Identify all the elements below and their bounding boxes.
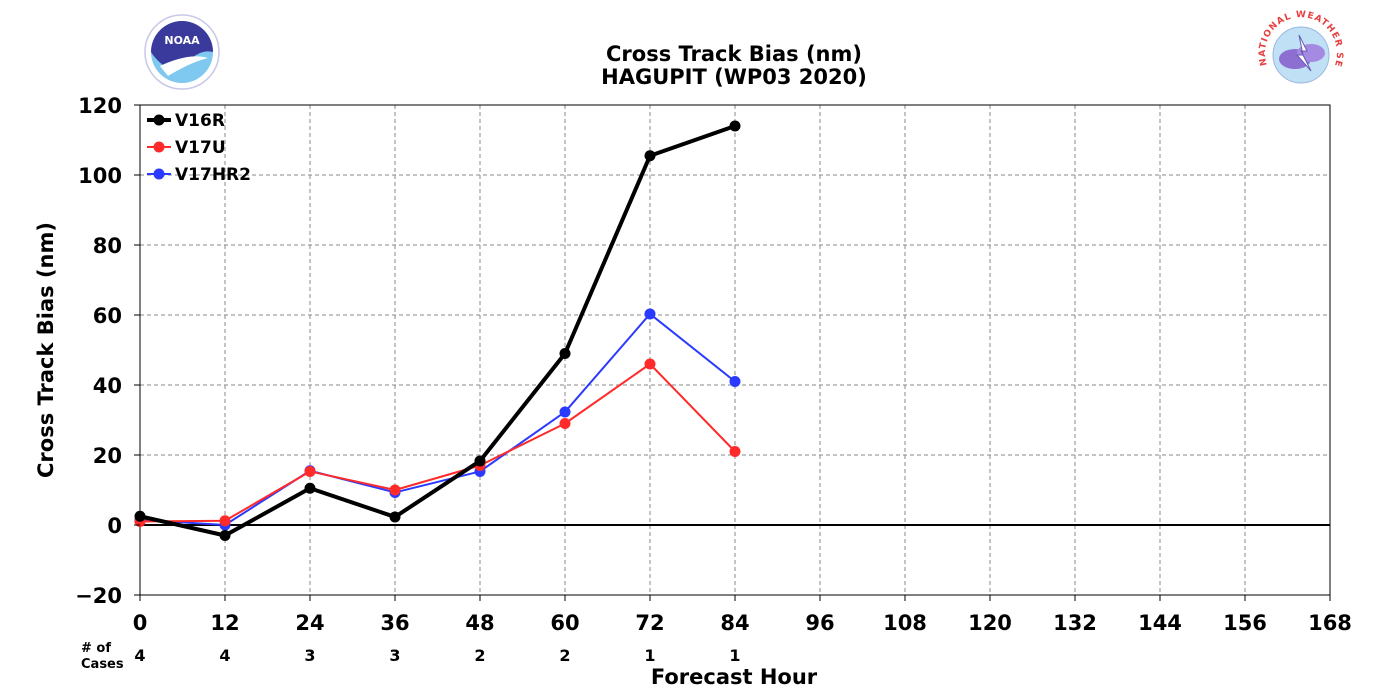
cases-count: 3 [304, 646, 315, 665]
x-tick-label: 72 [635, 611, 664, 635]
legend-swatch-marker [153, 114, 165, 126]
x-tick-label: 156 [1223, 611, 1267, 635]
x-tick-labels: 0 12 24 36 48 60 72 84 96 108 120 132 144 156 168 [133, 595, 1352, 635]
y-tick-label: 20 [93, 444, 122, 468]
data-point-v16r [559, 348, 571, 359]
legend-label: V17U [175, 138, 226, 158]
x-tick-label: 168 [1308, 611, 1352, 635]
data-point-v17u [644, 358, 656, 370]
data-point-v16r [474, 455, 486, 467]
data-point-v16r [644, 150, 656, 162]
cases-row: 4 4 3 3 2 2 1 1 [134, 646, 740, 665]
grid [140, 105, 1330, 595]
data-point-v17hr2 [644, 308, 656, 320]
y-axis-label: Cross Track Bias (nm) [34, 222, 58, 478]
noaa-logo: NOAA [144, 14, 220, 90]
y-tick-label: 100 [78, 164, 122, 188]
series-line-v16r [139, 124, 736, 538]
data-point-v17u [389, 484, 401, 496]
y-tick-label: 80 [93, 234, 122, 258]
cases-count: 2 [559, 646, 570, 665]
cases-count: 1 [729, 646, 740, 665]
cases-label-line2: Cases [81, 657, 124, 672]
y-tick-label: 60 [93, 304, 122, 328]
x-tick-label: 144 [1138, 611, 1182, 635]
data-point-v16r [389, 511, 401, 523]
data-point-v17u [729, 446, 741, 457]
cases-count: 3 [389, 646, 400, 665]
series-layer [134, 120, 741, 541]
data-point-v17u [219, 515, 231, 527]
cases-label-line1: # of [81, 641, 111, 656]
x-tick-label: 24 [295, 611, 324, 635]
data-point-v16r [134, 510, 146, 522]
cases-count: 2 [474, 646, 485, 665]
y-tick-label: 120 [78, 94, 122, 118]
x-tick-label: 60 [550, 611, 579, 635]
x-tick-label: 132 [1053, 611, 1097, 635]
x-axis-label: Forecast Hour [651, 665, 818, 689]
y-tick-label: −20 [75, 584, 122, 608]
nws-logo: NATIONAL WEATHER SERVICE [1258, 10, 1343, 84]
series-line-v17u [139, 363, 736, 523]
legend-label: V16R [175, 111, 225, 131]
legend: V16R V17U V17HR2 [147, 111, 251, 185]
legend-swatch-marker [153, 141, 165, 153]
x-tick-label: 96 [805, 611, 834, 635]
cases-count: 4 [134, 646, 145, 665]
cases-count: 1 [644, 646, 655, 665]
x-tick-label: 120 [968, 611, 1012, 635]
data-point-v17hr2 [729, 376, 741, 387]
data-point-v17u [559, 418, 571, 429]
data-point-v17u [304, 465, 316, 477]
data-point-v17hr2 [559, 406, 571, 418]
legend-label: V17HR2 [175, 165, 251, 185]
x-tick-label: 36 [380, 611, 409, 635]
chart-title: Cross Track Bias (nm) [606, 42, 862, 66]
x-tick-label: 48 [465, 611, 494, 635]
x-tick-label: 0 [133, 611, 148, 635]
data-point-v16r [729, 120, 741, 132]
x-tick-label: 108 [883, 611, 927, 635]
x-tick-label: 12 [210, 611, 239, 635]
x-tick-label: 84 [720, 611, 749, 635]
data-point-v16r [304, 482, 316, 494]
chart-subtitle: HAGUPIT (WP03 2020) [601, 65, 867, 89]
noaa-logo-text: NOAA [164, 34, 200, 47]
y-tick-labels: −20 0 20 40 60 80 100 120 [75, 94, 140, 608]
y-tick-label: 40 [93, 374, 122, 398]
data-point-v16r [219, 530, 231, 541]
cases-count: 4 [219, 646, 230, 665]
y-tick-label: 0 [107, 514, 122, 538]
legend-swatch-marker [153, 168, 165, 180]
series-line-v17hr2 [139, 312, 736, 526]
